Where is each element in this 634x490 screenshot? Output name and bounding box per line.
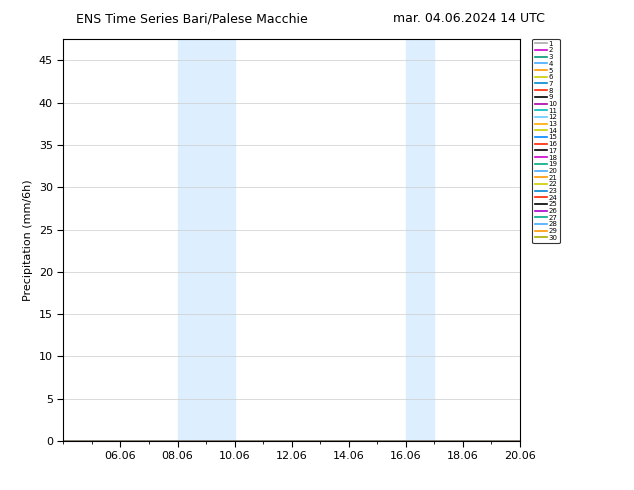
Y-axis label: Precipitation (mm/6h): Precipitation (mm/6h) bbox=[23, 179, 34, 301]
Text: mar. 04.06.2024 14 UTC: mar. 04.06.2024 14 UTC bbox=[393, 12, 545, 25]
Legend: 1, 2, 3, 4, 5, 6, 7, 8, 9, 10, 11, 12, 13, 14, 15, 16, 17, 18, 19, 20, 21, 22, 2: 1, 2, 3, 4, 5, 6, 7, 8, 9, 10, 11, 12, 1… bbox=[533, 39, 560, 243]
Text: ENS Time Series Bari/Palese Macchie: ENS Time Series Bari/Palese Macchie bbox=[76, 12, 308, 25]
Bar bbox=[406, 39, 434, 441]
Bar bbox=[178, 39, 235, 441]
